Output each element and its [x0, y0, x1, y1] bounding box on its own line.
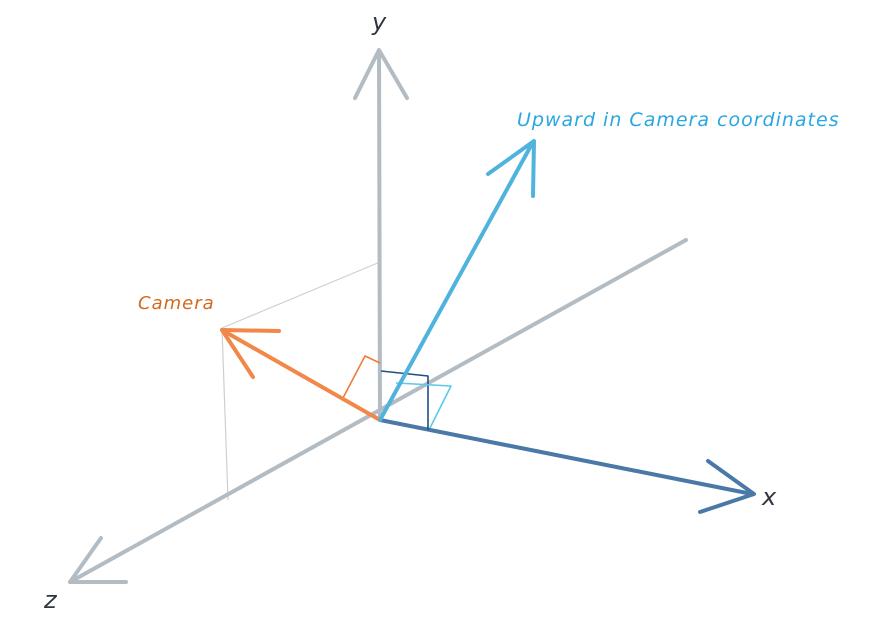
z-axis-arrowhead — [68, 536, 128, 584]
upward-vector-line — [378, 140, 535, 422]
camera-vector — [220, 328, 382, 422]
x-axis-arrowhead — [698, 459, 756, 514]
right-angle-marker-orange — [342, 355, 381, 399]
camera-projection-guides — [221, 261, 381, 501]
x-axis-line — [378, 418, 754, 496]
y-axis-arrowhead — [353, 48, 409, 100]
guide-camera-vertical — [221, 327, 229, 501]
x-axis-label: x — [761, 483, 777, 511]
y-axis-line — [377, 50, 382, 422]
upward-label: Upward in Camera coordinates — [517, 109, 840, 131]
camera-vector-arrowhead — [220, 328, 281, 379]
z-axis-label: z — [43, 586, 58, 614]
y-axis-label: y — [371, 8, 387, 36]
camera-label: Camera — [138, 293, 215, 314]
y-axis — [353, 48, 409, 422]
upward-vector — [378, 139, 536, 422]
upward-vector-arrowhead — [486, 139, 536, 198]
x-axis — [378, 418, 756, 514]
z-axis-line — [68, 238, 688, 584]
guide-camera-to-y-axis — [221, 261, 381, 329]
right-angle-markers — [342, 355, 452, 430]
right-angle-marker-light-blue — [395, 382, 452, 429]
z-axis — [68, 238, 688, 584]
camera-vector-line — [220, 328, 382, 422]
right-angle-marker-dark-blue — [380, 370, 429, 430]
